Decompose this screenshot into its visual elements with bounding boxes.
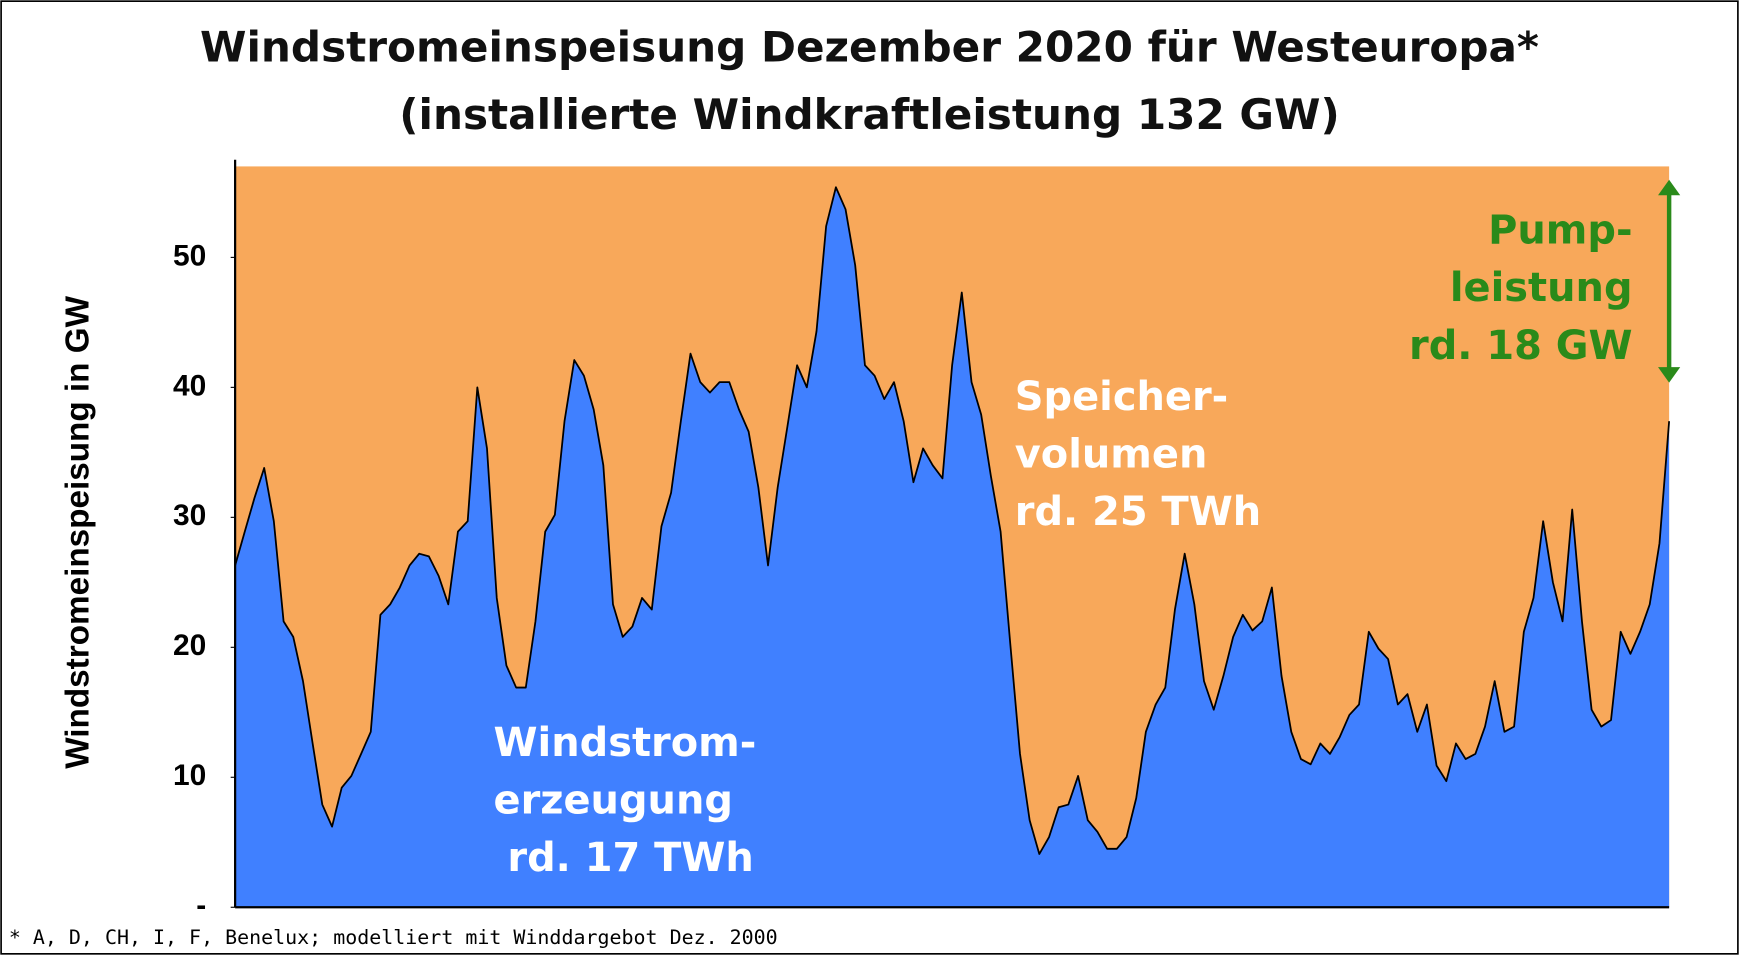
annotation: Pump- [1488, 207, 1632, 253]
y-tick-label: 20 [173, 629, 206, 662]
annotation: volumen [1015, 431, 1208, 477]
arrow-head [1658, 367, 1681, 383]
annotation: erzeugung [494, 778, 733, 824]
annotation: leistung [1450, 265, 1633, 311]
chart-title: Windstromeinspeisung Dezember 2020 für W… [200, 22, 1539, 71]
annotation: rd. 25 TWh [1015, 489, 1261, 535]
area-outline [234, 186, 1671, 855]
annotation: Windstrom- [494, 720, 757, 766]
y-tick-label: - [196, 889, 206, 922]
y-tick-label: 50 [173, 239, 206, 272]
y-tick-label: 30 [173, 499, 206, 532]
y-tick-label: 10 [173, 759, 206, 792]
arrow-head [1658, 179, 1681, 196]
chart-title: (installierte Windkraftleistung 132 GW) [399, 90, 1339, 139]
y-axis-label: Windstromeinspeisung in GW [60, 295, 97, 768]
annotation: Speicher- [1015, 374, 1228, 420]
y-tick-label: 40 [173, 369, 206, 402]
annotation: rd. 17 TWh [494, 835, 754, 881]
annotation: rd. 18 GW [1409, 323, 1633, 369]
footnote: * A, D, CH, I, F, Benelux; modelliert mi… [9, 925, 778, 949]
area [235, 187, 1670, 908]
